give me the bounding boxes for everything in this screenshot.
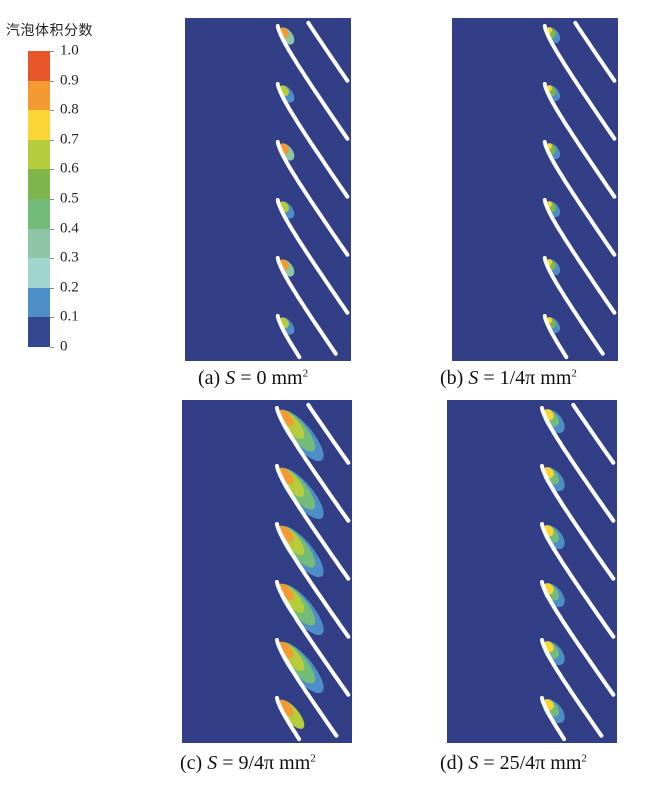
legend-tick-label: 0.2 xyxy=(60,279,79,296)
blade xyxy=(540,464,616,581)
legend-swatch xyxy=(28,110,50,140)
legend-swatch xyxy=(28,317,50,347)
blade xyxy=(540,696,567,742)
legend-tick-label: 1.0 xyxy=(60,42,79,59)
blade xyxy=(275,406,351,523)
legend-tick-label: 0.9 xyxy=(60,72,79,89)
legend-tick-mark xyxy=(50,228,54,230)
blade xyxy=(540,406,616,523)
legend-tick-mark xyxy=(50,317,54,319)
legend-tick-label: 0.1 xyxy=(60,308,79,325)
blade-cascade xyxy=(542,20,617,360)
blade xyxy=(540,522,616,639)
blade xyxy=(275,82,350,199)
legend-swatch xyxy=(28,199,50,229)
legend-tick-mark xyxy=(50,80,54,82)
legend-tick-label: 0.8 xyxy=(60,101,79,118)
caption-c: (c) S = 9/4π mm2 xyxy=(180,752,316,774)
blade xyxy=(275,464,351,581)
contour-panel-a xyxy=(185,18,351,361)
blade xyxy=(573,20,617,83)
blade xyxy=(275,522,351,639)
blade xyxy=(542,140,617,257)
cavity-region xyxy=(278,641,294,659)
blade xyxy=(542,314,569,360)
blade xyxy=(275,140,350,257)
legend-tick-label: 0.3 xyxy=(60,249,79,266)
cavity-region xyxy=(278,583,294,601)
legend-title: 汽泡体积分数 xyxy=(6,23,93,39)
legend-tick-mark xyxy=(50,199,54,200)
caption-d: (d) S = 25/4π mm2 xyxy=(440,752,587,774)
legend-swatch xyxy=(28,51,50,81)
legend-swatch xyxy=(28,169,50,200)
blade xyxy=(542,198,617,315)
legend-tick-mark xyxy=(50,139,54,141)
blade xyxy=(542,256,605,356)
legend-swatch xyxy=(28,139,50,170)
cavity-region xyxy=(278,409,294,427)
blade-cascade xyxy=(275,402,351,742)
cavity-region xyxy=(278,467,294,485)
legend-tick-mark xyxy=(50,110,54,112)
blade xyxy=(275,580,351,697)
blade xyxy=(542,82,617,199)
legend-tick-mark xyxy=(50,258,54,260)
blade-cascade xyxy=(540,402,616,742)
blade xyxy=(540,638,604,738)
blade xyxy=(275,198,350,315)
cavity-region xyxy=(278,699,294,717)
contour-panel-b xyxy=(452,18,618,361)
blade-cascade xyxy=(275,20,350,360)
cavity-region xyxy=(278,525,294,543)
legend-swatch xyxy=(28,228,50,259)
legend-swatch xyxy=(28,287,50,318)
legend-tick-label: 0 xyxy=(60,338,68,355)
legend-swatch xyxy=(28,80,50,111)
blade xyxy=(275,314,302,360)
blade xyxy=(571,402,616,465)
blade xyxy=(275,638,339,738)
legend-tick-label: 0.5 xyxy=(60,190,79,207)
legend-swatch xyxy=(28,258,50,288)
caption-a: (a) S = 0 mm2 xyxy=(198,367,309,389)
legend-tick-label: 0.6 xyxy=(60,160,79,177)
contour-panel-d xyxy=(447,400,617,743)
legend-tick-label: 0.7 xyxy=(60,131,79,148)
legend-tick-mark xyxy=(50,169,54,171)
legend-tick-label: 0.4 xyxy=(60,220,79,237)
blade xyxy=(542,24,617,141)
contour-panel-c xyxy=(182,400,352,743)
blade xyxy=(306,402,351,465)
color-legend-bar xyxy=(28,51,50,347)
blade xyxy=(306,20,350,83)
blade xyxy=(275,256,338,356)
legend-tick-mark xyxy=(50,51,54,52)
legend-tick-mark xyxy=(50,347,54,348)
legend-tick-mark xyxy=(50,287,54,289)
blade xyxy=(275,696,302,742)
blade xyxy=(275,24,350,141)
blade xyxy=(540,580,616,697)
caption-b: (b) S = 1/4π mm2 xyxy=(440,367,577,389)
